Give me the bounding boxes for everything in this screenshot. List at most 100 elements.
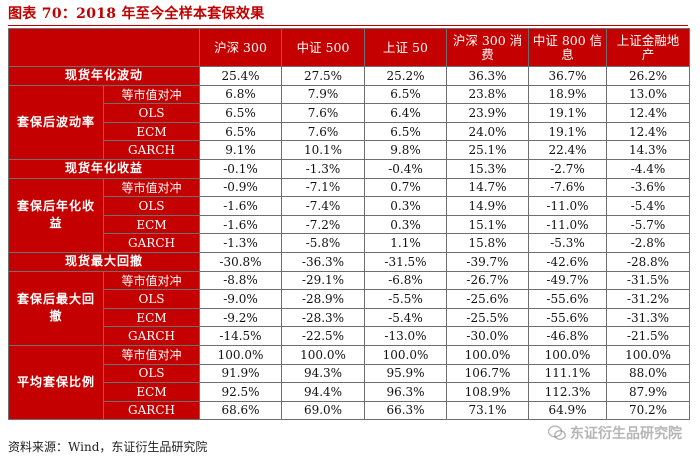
value-cell: 100.0% <box>364 344 447 365</box>
header-row: 沪深 300 中证 500 上证 50 沪深 300 消费 中证 800 信息 … <box>8 28 690 67</box>
table-body: 现货年化波动 25.4% 27.5% 25.2% 36.3% 36.7% 26.2% 套保后波… <box>8 66 690 421</box>
value-cell: 12.4% <box>606 103 690 123</box>
table-row: 现货最大回撤 -30.8% -36.3% -31.5% -39.7% -42.6% -28.… <box>8 251 690 272</box>
table-row: ECM -1.6% -7.2% 0.3% 15.1% -11.0% -5.7% <box>9 214 690 235</box>
value-cell: -5.5% <box>364 289 447 309</box>
value-cell: 91.9% <box>199 363 282 384</box>
value-cell: -46.8% <box>528 326 607 346</box>
value-cell: -4.4% <box>606 158 690 179</box>
row-method-label: ECM <box>103 121 200 142</box>
value-cell: 15.1% <box>446 214 529 235</box>
value-cell: 0.7% <box>364 177 447 198</box>
row-method-label: 等市值对冲 <box>103 84 200 105</box>
value-cell: 70.2% <box>606 400 690 421</box>
row-group-label: 套保后波动率 <box>8 84 104 160</box>
value-cell: -31.5% <box>606 270 690 291</box>
column-header: 沪深 300 <box>199 28 282 67</box>
table-row: OLS -1.6% -7.4% 0.3% 14.9% -11.0% -5.4% <box>9 196 690 216</box>
value-cell: -2.8% <box>606 233 690 253</box>
value-cell: -6.8% <box>364 270 447 291</box>
value-cell: -28.9% <box>281 289 365 309</box>
value-cell: 25.1% <box>446 140 529 160</box>
table-row: ECM 6.5% 7.6% 6.5% 24.0% 19.1% 12.4% <box>9 121 690 142</box>
table-row: GARCH -14.5% -22.5% -13.0% -30.0% -46.8% -21.5… <box>9 326 690 346</box>
row-group-label: 平均套保比例 <box>8 344 104 421</box>
value-cell: -25.6% <box>446 289 529 309</box>
value-cell: -55.6% <box>528 307 607 328</box>
value-cell: -5.4% <box>606 196 690 216</box>
value-cell: 69.0% <box>281 400 365 421</box>
value-cell: -30.8% <box>199 251 282 272</box>
value-cell: -0.4% <box>364 158 447 179</box>
value-cell: -1.3% <box>199 233 282 253</box>
value-cell: -11.0% <box>528 214 607 235</box>
value-cell: 9.1% <box>199 140 282 160</box>
table-row: GARCH -1.3% -5.8% 1.1% 15.8% -5.3% -2.8% <box>9 233 690 253</box>
value-cell: 66.3% <box>364 400 447 421</box>
value-cell: -26.7% <box>446 270 529 291</box>
value-cell: 10.1% <box>281 140 365 160</box>
value-cell: -42.6% <box>528 251 607 272</box>
value-cell: -8.8% <box>199 270 282 291</box>
value-cell: -7.1% <box>281 177 365 198</box>
value-cell: 94.4% <box>281 382 365 402</box>
value-cell: 9.8% <box>364 140 447 160</box>
hedging-results-table: 沪深 300 中证 500 上证 50 沪深 300 消费 中证 800 信息 … <box>8 28 690 421</box>
row-method-label: OLS <box>103 103 200 123</box>
row-method-label: OLS <box>103 289 200 309</box>
value-cell: 23.9% <box>446 103 529 123</box>
value-cell: 25.2% <box>364 66 447 86</box>
row-method-label: ECM <box>103 307 200 328</box>
value-cell: -1.6% <box>199 196 282 216</box>
value-cell: 0.3% <box>364 196 447 216</box>
value-cell: 100.0% <box>606 344 690 365</box>
value-cell: 22.4% <box>528 140 607 160</box>
column-header: 中证 500 <box>281 28 365 67</box>
figure-caption: 图表 70：2018 年至今全样本套保效果 <box>8 6 265 22</box>
table-row: 套保后波动率 等市值对冲 6.8% 7.9% 6.5% 23.8% 18.9% 13.0% <box>8 84 690 160</box>
value-cell: 100.0% <box>281 344 365 365</box>
value-cell: 25.4% <box>199 66 282 86</box>
value-cell: -7.4% <box>281 196 365 216</box>
column-header: 中证 800 信息 <box>528 28 607 67</box>
watermark: 东证衍生品研究院 <box>548 423 682 443</box>
value-cell: 6.5% <box>364 121 447 142</box>
value-cell: -7.2% <box>281 214 365 235</box>
table-row: 现货年化收益 -0.1% -1.3% -0.4% 15.3% -2.7% -4.4% <box>8 158 690 179</box>
value-cell: 6.5% <box>364 84 447 105</box>
value-cell: -22.5% <box>281 326 365 346</box>
value-cell: -5.8% <box>281 233 365 253</box>
value-cell: 6.5% <box>199 103 282 123</box>
row-group-label: 现货最大回撤 <box>8 251 200 272</box>
value-cell: -49.7% <box>528 270 607 291</box>
value-cell: 27.5% <box>281 66 365 86</box>
row-method-label: 等市值对冲 <box>103 344 200 365</box>
value-cell: 100.0% <box>199 344 282 365</box>
table-row: 现货年化波动 25.4% 27.5% 25.2% 36.3% 36.7% 26.2% <box>8 66 690 86</box>
row-method-label: ECM <box>103 382 200 402</box>
value-cell: 108.9% <box>446 382 529 402</box>
row-group-label: 现货年化波动 <box>8 66 200 86</box>
row-method-label: GARCH <box>103 400 200 421</box>
value-cell: 94.3% <box>281 363 365 384</box>
row-method-label: OLS <box>103 363 200 384</box>
value-cell: 14.7% <box>446 177 529 198</box>
row-method-label: ECM <box>103 214 200 235</box>
caption-divider <box>8 25 688 26</box>
value-cell: 26.2% <box>606 66 690 86</box>
value-cell: 111.1% <box>528 363 607 384</box>
value-cell: 88.0% <box>606 363 690 384</box>
value-cell: -5.4% <box>364 307 447 328</box>
value-cell: 7.6% <box>281 121 365 142</box>
value-cell: -3.6% <box>606 177 690 198</box>
row-group-label: 套保后年化收益 <box>8 177 104 253</box>
value-cell: -1.3% <box>281 158 365 179</box>
value-cell: 95.9% <box>364 363 447 384</box>
value-cell: 7.9% <box>281 84 365 105</box>
value-cell: -21.5% <box>606 326 690 346</box>
value-cell: 106.7% <box>446 363 529 384</box>
value-cell: 13.0% <box>606 84 690 105</box>
value-cell: 1.1% <box>364 233 447 253</box>
value-cell: 64.9% <box>528 400 607 421</box>
watermark-text: 东证衍生品研究院 <box>570 426 682 442</box>
